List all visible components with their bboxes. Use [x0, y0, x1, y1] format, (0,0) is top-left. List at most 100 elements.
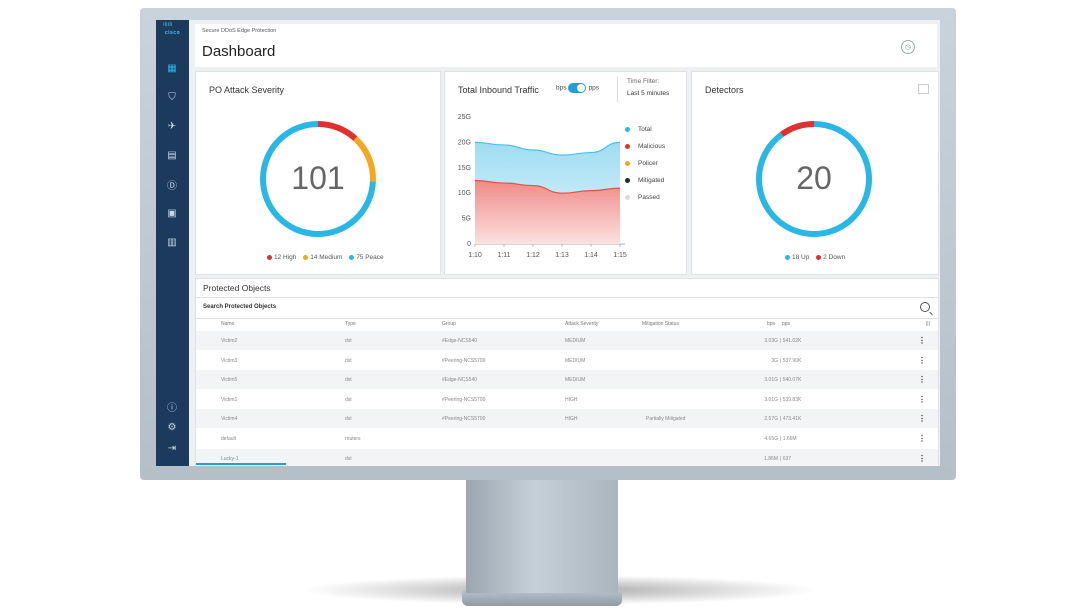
- cell-name: default: [221, 436, 237, 442]
- cell-group: #Edge-NCS540: [442, 338, 478, 344]
- cell-name: Victim4: [221, 416, 238, 423]
- table-row[interactable]: Victim4 dst #Peering-NCS5700 HIGH Partially …: [196, 409, 938, 429]
- traffic-chart: 25G 20G 15G 10G 5G 0 1:10 1:11 1:12 1:13 1:14 1:15: [458, 114, 627, 259]
- col-mitigation[interactable]: Mitigation Status: [642, 321, 679, 327]
- breadcrumb: Secure DDoS Edge Protection: [202, 28, 277, 34]
- cell-type: dst: [345, 396, 352, 403]
- scroll-indicator: [196, 463, 286, 465]
- divider: [617, 76, 618, 102]
- monitor-stand: [466, 478, 618, 593]
- cell-severity: MEDIUM: [565, 338, 586, 344]
- row-menu-icon[interactable]: ⋮: [918, 355, 926, 365]
- gear-icon[interactable]: ⚙: [167, 421, 177, 433]
- row-menu-icon[interactable]: ⋮: [918, 336, 926, 345]
- donut-segment: [317, 121, 358, 141]
- cell-pps: | 1.66M: [780, 436, 797, 442]
- legend-mitigated: Mitigated: [625, 177, 665, 194]
- y-tick-label: 0: [467, 241, 471, 248]
- page-title: Dashboard: [202, 43, 276, 60]
- info-icon[interactable]: ⓘ: [167, 402, 177, 414]
- row-menu-icon[interactable]: ⋮: [918, 375, 926, 385]
- cell-type: dst: [345, 416, 352, 423]
- monitor-base: [462, 590, 622, 606]
- x-tick-label: 1:14: [584, 252, 598, 259]
- cell-name: Victim1: [221, 396, 238, 403]
- cell-severity: MEDIUM: [565, 357, 586, 364]
- sidebar: ılıılı cisco ▦ ⛉ ✈ ▤ Ⓓ ▣ ▥ ⓘ ⚙ ⇥: [156, 20, 189, 466]
- logs-icon[interactable]: ▣: [167, 207, 177, 219]
- legend-malicious: Malicious: [625, 143, 665, 160]
- detectors-legend: 18 Up 2 Down: [785, 254, 850, 261]
- y-tick-label: 15G: [458, 165, 471, 172]
- cell-type: dst: [345, 338, 352, 344]
- cell-type: dst: [345, 455, 352, 462]
- cell-name: Victim2: [221, 338, 238, 344]
- col-group[interactable]: Group: [442, 321, 456, 327]
- y-tick-label: 5G: [462, 216, 471, 223]
- cell-severity: HIGH: [565, 396, 578, 403]
- x-tick-label: 1:11: [497, 252, 510, 259]
- dashboard-icon[interactable]: ▦: [167, 62, 177, 74]
- cell-pps: | 537.90K: [780, 357, 802, 364]
- time-filter-label: Time Filter:: [627, 78, 660, 85]
- legend-policer: Policer: [625, 160, 665, 177]
- col-type[interactable]: Type: [345, 321, 356, 327]
- cisco-logo: cisco: [164, 30, 181, 36]
- toggle-label-pps: pps: [588, 84, 599, 92]
- x-tick-label: 1:10: [468, 252, 482, 259]
- shield-icon[interactable]: ⛉: [168, 91, 176, 103]
- calendar-icon[interactable]: [918, 84, 929, 94]
- row-menu-icon[interactable]: ⋮: [918, 453, 926, 463]
- area-malicious: [475, 180, 620, 244]
- table-row[interactable]: default routers 4.65G | 1.66M ⋮: [196, 429, 938, 448]
- clock-icon[interactable]: ◷: [901, 40, 915, 54]
- column-settings-icon[interactable]: |||: [926, 321, 930, 327]
- donut-segment: [779, 121, 815, 138]
- cell-type: dst: [345, 357, 352, 364]
- clipboard-icon[interactable]: ▤: [167, 149, 177, 161]
- unit-toggle[interactable]: bps pps: [556, 83, 599, 93]
- logout-icon[interactable]: ⇥: [167, 442, 177, 454]
- cell-pps: | 541.02K: [780, 338, 802, 344]
- inbound-traffic-card: Total Inbound Traffic bps pps Time Filter…: [444, 71, 687, 275]
- cell-bps: 3.03G: [764, 338, 778, 344]
- cell-bps: 1.86M: [764, 455, 778, 462]
- row-menu-icon[interactable]: ⋮: [918, 414, 926, 424]
- card-title: Detectors: [705, 85, 744, 95]
- cell-pps: | 473.41K: [780, 416, 802, 423]
- line-total: [474, 141, 621, 156]
- toggle-switch[interactable]: [568, 83, 587, 93]
- search-bar[interactable]: Search Protected Objects: [196, 297, 938, 319]
- col-pps[interactable]: pps: [782, 321, 791, 327]
- col-severity[interactable]: Attack Severity: [565, 321, 599, 327]
- col-name[interactable]: Name: [221, 321, 235, 327]
- x-tick-label: 1:13: [555, 252, 569, 259]
- cell-pps: | 637: [780, 455, 792, 462]
- table-row[interactable]: Victim5 dst #Edge-NCS540 MEDIUM 3.01G | 540.0…: [196, 370, 938, 390]
- cell-group: #Peering-NCS5700: [442, 416, 486, 423]
- donut-segment: [756, 121, 872, 237]
- severity-legend: 12 High 14 Medium 75 Peace: [267, 254, 389, 261]
- col-bps[interactable]: bps: [767, 321, 776, 327]
- reports-icon[interactable]: ▥: [167, 236, 177, 248]
- severity-total: 101: [291, 160, 345, 196]
- search-icon[interactable]: [920, 302, 930, 312]
- time-filter-value[interactable]: Last 5 minutes: [627, 90, 670, 97]
- row-menu-icon[interactable]: ⋮: [918, 434, 926, 443]
- table-row[interactable]: Victim2 dst #Edge-NCS540 MEDIUM 3.03G | 541.0…: [196, 331, 938, 350]
- detectors-total: 20: [796, 160, 832, 196]
- x-tick-label: 1:15: [613, 252, 627, 259]
- detector-icon[interactable]: Ⓓ: [167, 180, 177, 192]
- legend-down: 2 Down: [816, 254, 845, 261]
- table-row[interactable]: Lucky-1 dst 1.86M | 637 ⋮: [196, 448, 938, 466]
- row-menu-icon[interactable]: ⋮: [918, 394, 926, 404]
- table-row[interactable]: Victim3 dst #Peering-NCS5700 MEDIUM 3G | 537.…: [196, 351, 938, 370]
- y-tick-label: 10G: [458, 190, 471, 197]
- cell-type: routers: [345, 436, 361, 442]
- search-input[interactable]: Search Protected Objects: [203, 304, 277, 310]
- table-row[interactable]: Victim1 dst #Peering-NCS5700 HIGH 3.01G | 539…: [196, 390, 938, 409]
- satellite-icon[interactable]: ✈: [167, 120, 177, 132]
- cell-group: #Peering-NCS5700: [442, 357, 486, 364]
- detectors-card: Detectors 20 18 Up 2 Down: [691, 71, 939, 275]
- panel-title: Protected Objects: [203, 283, 271, 293]
